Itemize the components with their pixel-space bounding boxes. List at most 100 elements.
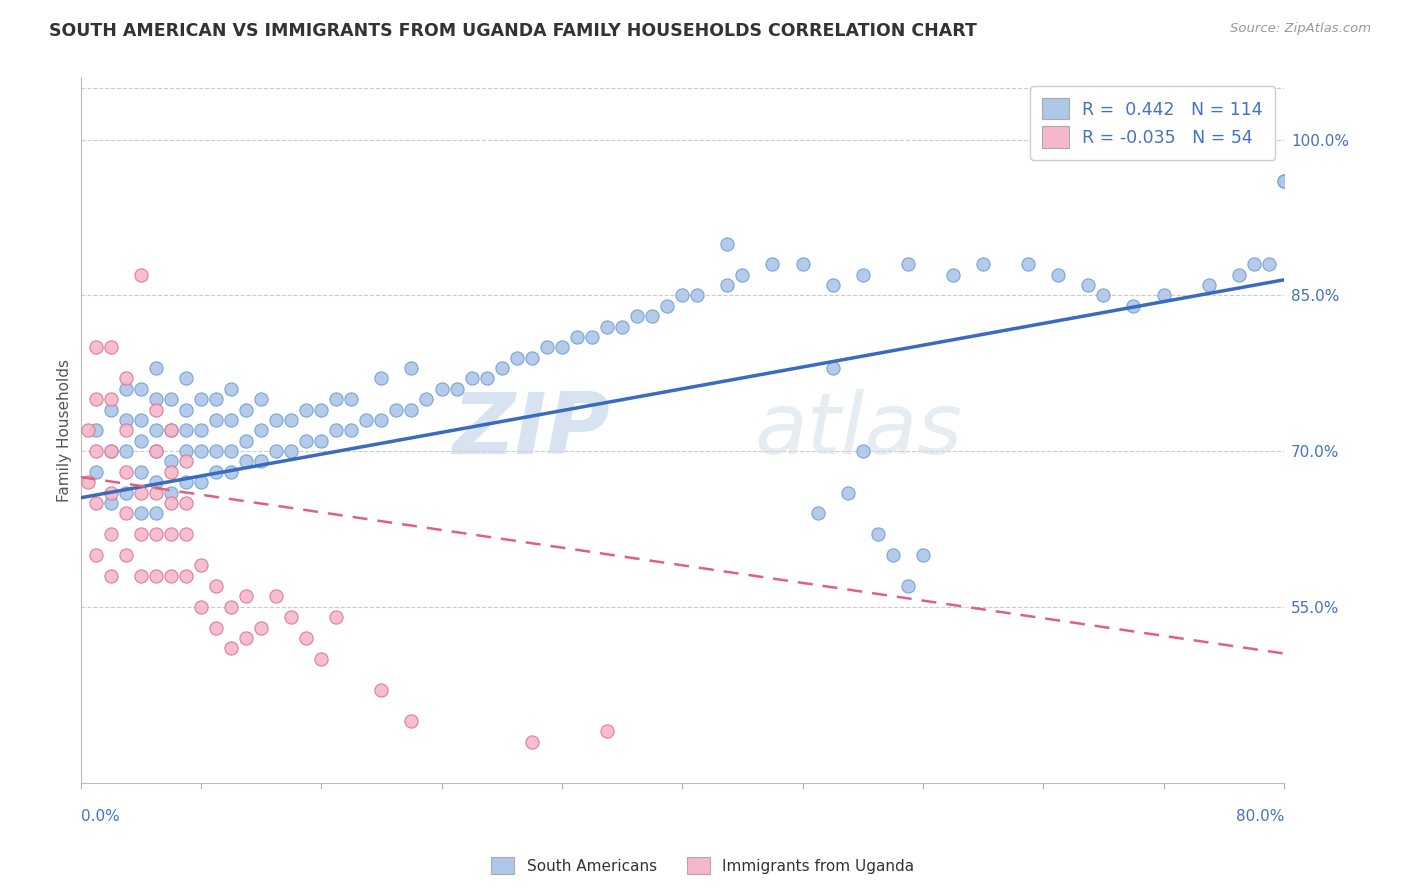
- Point: [114, 507, 136, 521]
- Point: [100, 568, 122, 582]
- Point: [159, 454, 181, 468]
- Point: [159, 485, 181, 500]
- Point: [114, 413, 136, 427]
- Point: [264, 444, 287, 458]
- Point: [295, 402, 318, 417]
- Y-axis label: Family Households: Family Households: [58, 359, 72, 502]
- Point: [100, 444, 122, 458]
- Point: [340, 392, 363, 407]
- Point: [190, 475, 212, 490]
- Point: [761, 257, 783, 271]
- Point: [145, 475, 167, 490]
- Point: [295, 631, 318, 645]
- Point: [159, 496, 181, 510]
- Point: [159, 392, 181, 407]
- Point: [129, 507, 152, 521]
- Text: SOUTH AMERICAN VS IMMIGRANTS FROM UGANDA FAMILY HOUSEHOLDS CORRELATION CHART: SOUTH AMERICAN VS IMMIGRANTS FROM UGANDA…: [49, 22, 977, 40]
- Point: [129, 485, 152, 500]
- Point: [205, 413, 228, 427]
- Point: [882, 548, 904, 562]
- Point: [100, 496, 122, 510]
- Point: [145, 423, 167, 437]
- Point: [415, 392, 437, 407]
- Point: [145, 568, 167, 582]
- Point: [581, 330, 603, 344]
- Point: [84, 392, 107, 407]
- Point: [205, 392, 228, 407]
- Point: [806, 507, 828, 521]
- Point: [100, 485, 122, 500]
- Point: [401, 714, 423, 728]
- Point: [190, 444, 212, 458]
- Point: [190, 392, 212, 407]
- Point: [897, 257, 920, 271]
- Point: [1017, 257, 1039, 271]
- Point: [250, 454, 273, 468]
- Point: [309, 434, 332, 448]
- Point: [129, 413, 152, 427]
- Point: [821, 361, 844, 376]
- Point: [340, 423, 363, 437]
- Point: [309, 651, 332, 665]
- Point: [129, 268, 152, 282]
- Point: [159, 465, 181, 479]
- Point: [174, 454, 197, 468]
- Point: [145, 507, 167, 521]
- Point: [174, 568, 197, 582]
- Point: [911, 548, 934, 562]
- Point: [325, 423, 347, 437]
- Point: [174, 496, 197, 510]
- Point: [114, 444, 136, 458]
- Point: [235, 434, 257, 448]
- Point: [264, 413, 287, 427]
- Point: [401, 361, 423, 376]
- Point: [219, 599, 242, 614]
- Point: [250, 392, 273, 407]
- Point: [401, 402, 423, 417]
- Point: [385, 402, 408, 417]
- Point: [1257, 257, 1279, 271]
- Point: [897, 579, 920, 593]
- Point: [100, 392, 122, 407]
- Text: Source: ZipAtlas.com: Source: ZipAtlas.com: [1230, 22, 1371, 36]
- Point: [219, 382, 242, 396]
- Point: [446, 382, 468, 396]
- Point: [190, 558, 212, 573]
- Point: [100, 402, 122, 417]
- Point: [84, 496, 107, 510]
- Point: [159, 423, 181, 437]
- Point: [219, 641, 242, 656]
- Point: [174, 527, 197, 541]
- Point: [145, 485, 167, 500]
- Point: [114, 548, 136, 562]
- Point: [129, 568, 152, 582]
- Text: ZIP: ZIP: [453, 389, 610, 472]
- Point: [205, 465, 228, 479]
- Point: [219, 444, 242, 458]
- Point: [145, 444, 167, 458]
- Point: [250, 423, 273, 437]
- Point: [716, 278, 738, 293]
- Point: [77, 423, 100, 437]
- Point: [536, 340, 558, 354]
- Point: [837, 485, 859, 500]
- Point: [1272, 174, 1295, 188]
- Point: [84, 465, 107, 479]
- Point: [174, 423, 197, 437]
- Point: [506, 351, 529, 365]
- Point: [219, 465, 242, 479]
- Point: [792, 257, 814, 271]
- Point: [205, 621, 228, 635]
- Point: [430, 382, 453, 396]
- Point: [174, 402, 197, 417]
- Point: [280, 444, 302, 458]
- Point: [77, 475, 100, 490]
- Point: [852, 268, 875, 282]
- Point: [671, 288, 693, 302]
- Point: [174, 371, 197, 385]
- Point: [370, 413, 392, 427]
- Point: [460, 371, 482, 385]
- Point: [129, 527, 152, 541]
- Point: [686, 288, 709, 302]
- Point: [370, 371, 392, 385]
